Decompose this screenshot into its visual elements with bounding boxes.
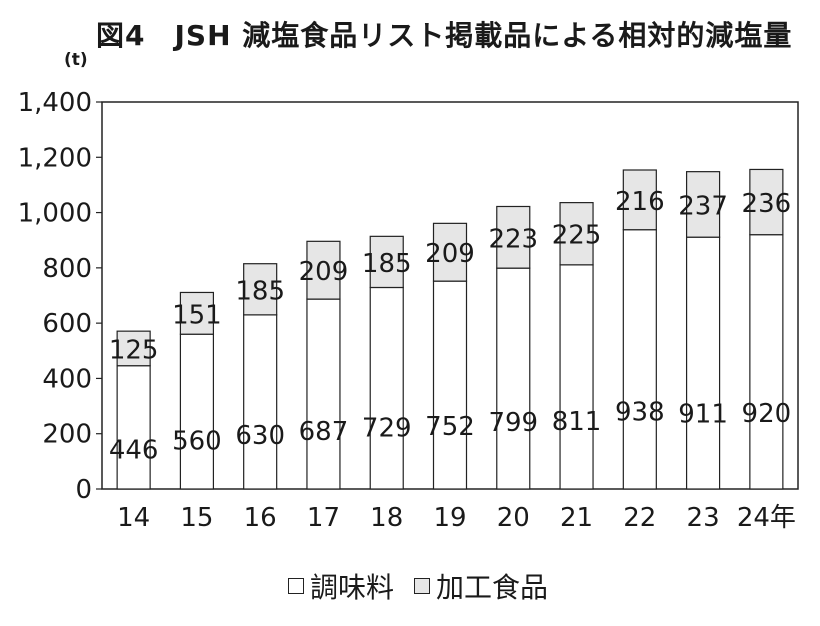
- data-label-seasoning: 560: [172, 427, 222, 457]
- bar-seasoning: [496, 267, 531, 490]
- bar-seasoning: [685, 236, 721, 490]
- y-tick-label: 600: [42, 309, 92, 339]
- y-tick-label: 0: [75, 475, 92, 505]
- y-tick-label: 1,200: [18, 143, 92, 173]
- bar-seasoning: [749, 234, 784, 490]
- legend: 調味料 加工食品: [288, 566, 568, 606]
- x-tick-label: 17: [307, 503, 340, 533]
- legend-swatch-seasoning: [288, 578, 304, 594]
- bar-processed: [432, 222, 468, 282]
- x-tick-label: 24年: [737, 503, 796, 533]
- x-tick-label: 15: [180, 503, 213, 533]
- data-label-seasoning: 799: [488, 408, 538, 438]
- data-label-seasoning: 811: [552, 407, 602, 437]
- y-axis-unit: (t): [64, 50, 88, 70]
- x-tick-label: 20: [497, 503, 530, 533]
- bar-processed: [306, 240, 341, 300]
- x-tick-label: 22: [623, 503, 656, 533]
- x-tick-label: 21: [560, 503, 593, 533]
- bar-seasoning: [116, 365, 151, 490]
- bar-seasoning: [432, 280, 468, 490]
- y-tick-label: 1,000: [18, 199, 92, 229]
- bar-seasoning: [306, 298, 341, 490]
- bar-processed: [243, 263, 278, 316]
- bar-processed: [749, 168, 784, 236]
- data-label-seasoning: 920: [742, 399, 792, 429]
- data-label-seasoning: 729: [362, 414, 412, 444]
- legend-label-seasoning: 調味料: [310, 571, 395, 604]
- data-label-processed: 185: [235, 276, 285, 306]
- bar-processed: [559, 202, 594, 266]
- bar-seasoning: [243, 314, 278, 490]
- data-label-seasoning: 752: [425, 412, 475, 442]
- bar-seasoning: [369, 286, 404, 490]
- data-label-seasoning: 687: [299, 417, 349, 447]
- bar-seasoning: [559, 264, 594, 490]
- bar-processed: [116, 330, 151, 367]
- data-label-processed: 225: [552, 221, 602, 251]
- data-label-processed: 216: [615, 187, 665, 217]
- y-tick-label: 400: [42, 364, 92, 394]
- data-label-seasoning: 630: [235, 421, 285, 451]
- bar-processed: [369, 235, 404, 289]
- data-label-processed: 209: [299, 257, 349, 287]
- x-tick-label: 19: [433, 503, 466, 533]
- bar-seasoning: [622, 229, 657, 490]
- y-tick-label: 800: [42, 254, 92, 284]
- data-label-seasoning: 446: [109, 435, 159, 465]
- legend-item-processed: 加工食品: [414, 566, 548, 606]
- chart-title: 図4 JSH 減塩食品リスト掲載品による相対的減塩量: [96, 19, 793, 52]
- data-label-processed: 237: [678, 191, 728, 221]
- x-tick-label: 14: [117, 503, 150, 533]
- bar-seasoning: [179, 333, 215, 490]
- y-tick-label: 200: [42, 420, 92, 450]
- data-label-processed: 236: [742, 189, 792, 219]
- data-label-seasoning: 938: [615, 397, 665, 427]
- y-tick-label: 1,400: [18, 88, 92, 118]
- data-label-seasoning: 911: [678, 399, 728, 429]
- data-label-processed: 185: [362, 249, 412, 279]
- legend-swatch-processed: [414, 578, 431, 594]
- data-label-processed: 223: [488, 224, 538, 254]
- x-tick-label: 23: [687, 503, 720, 533]
- bar-processed: [179, 291, 215, 335]
- data-label-processed: 209: [425, 239, 475, 269]
- data-label-processed: 151: [172, 300, 222, 330]
- data-label-processed: 125: [109, 335, 159, 365]
- legend-item-seasoning: 調味料: [288, 566, 394, 606]
- x-tick-label: 16: [244, 503, 277, 533]
- bar-processed: [622, 169, 657, 231]
- bar-processed: [685, 171, 721, 238]
- bar-processed: [496, 205, 531, 269]
- legend-label-processed: 加工食品: [436, 571, 549, 604]
- x-tick-label: 18: [370, 503, 403, 533]
